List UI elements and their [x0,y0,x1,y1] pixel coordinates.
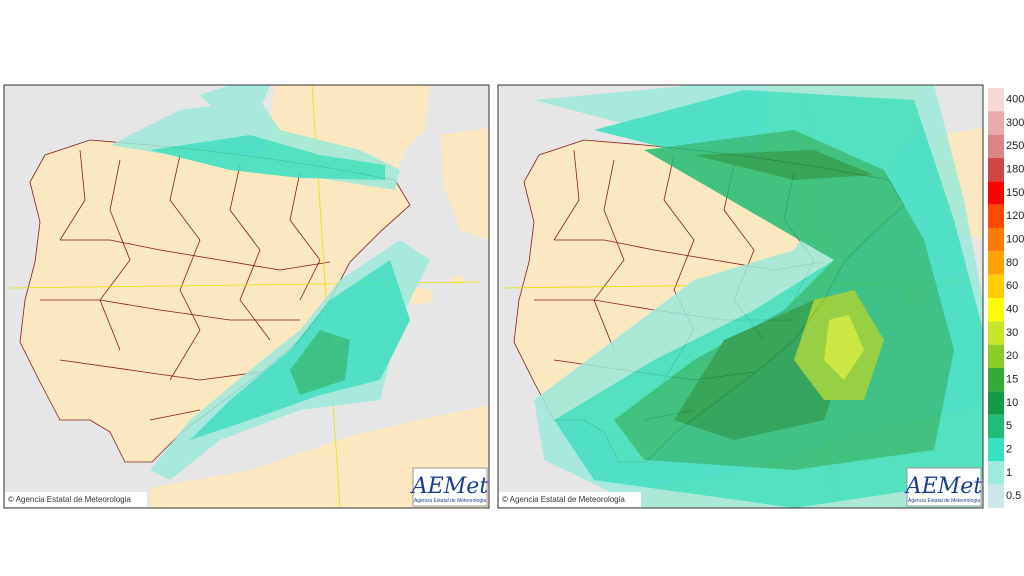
logo-subtitle: Agencia Estatal de Meteorologia [908,498,980,504]
map-left [4,85,489,508]
legend-label: 2 [1006,444,1012,456]
legend-swatch [988,344,1004,368]
legend-label: 40 [1006,304,1018,316]
logo: AEMet [904,474,982,499]
legend-swatch [988,181,1004,205]
legend: 400 300 250 180 150 120 100 80 60 40 30 20 15 10 5 2 1 0.… [988,88,1024,508]
legend-label: 10 [1006,397,1018,409]
legend-label: 300 [1006,117,1024,129]
logo: AEMet [410,474,488,499]
legend-swatch [988,321,1004,345]
legend-swatch [988,134,1004,158]
legend-label: 250 [1006,140,1024,152]
legend-swatch [988,391,1004,415]
legend-label: 60 [1006,280,1018,292]
legend-label: 15 [1006,374,1018,386]
legend-swatch [988,461,1004,485]
credit-box [5,492,147,507]
legend-swatch [988,228,1004,252]
legend-label: 120 [1006,210,1024,222]
legend-swatch [988,368,1004,392]
legend-swatch [988,484,1004,508]
credit-box [499,492,641,507]
legend-swatch [988,88,1004,112]
legend-label: 0.5 [1006,490,1021,502]
legend-label: 80 [1006,257,1018,269]
legend-swatch [988,111,1004,135]
legend-label: 150 [1006,187,1024,199]
legend-swatch [988,158,1004,182]
map-frame [3,84,490,509]
legend-label: 30 [1006,327,1018,339]
legend-label: 180 [1006,164,1024,176]
legend-swatch [988,298,1004,322]
logo-subtitle: Agencia Estatal de Meteorologia [414,498,486,504]
credit: © Agencia Estatal de Meteorologia [502,495,625,504]
legend-label: 100 [1006,234,1024,246]
legend-swatch [988,438,1004,462]
logo-box [906,467,982,507]
legend-swatch [988,204,1004,228]
logo-box [412,467,488,507]
legend-swatch [988,251,1004,275]
map-right [497,84,984,509]
credit: © Agencia Estatal de Meteorologia [8,495,131,504]
legend-label: 400 [1006,94,1024,106]
legend-label: 1 [1006,467,1012,479]
map-frame [497,84,984,509]
legend-swatch [988,414,1004,438]
legend-label: 20 [1006,350,1018,362]
legend-label: 5 [1006,420,1012,432]
legend-swatch [988,274,1004,298]
